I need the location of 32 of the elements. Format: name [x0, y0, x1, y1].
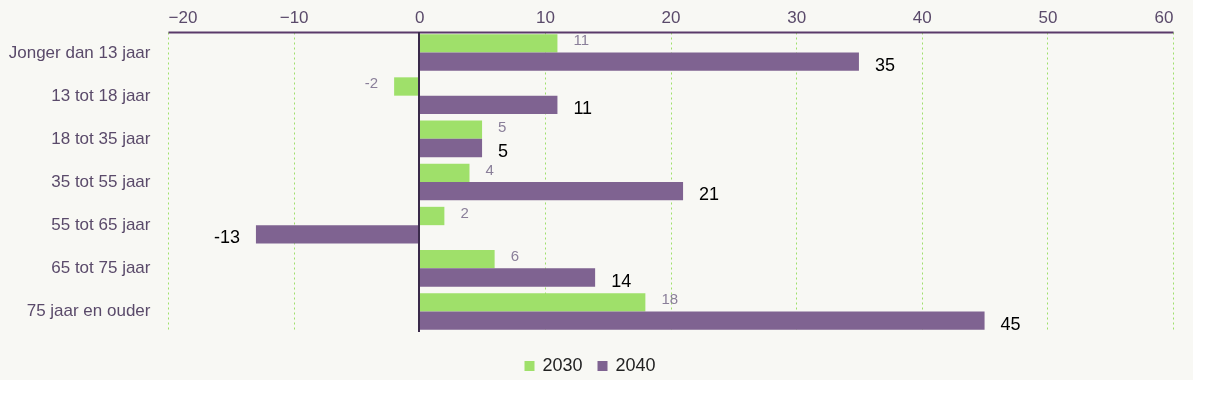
y-tick-label: 55 tot 65 jaar: [51, 215, 151, 235]
y-tick-label: 35 tot 55 jaar: [51, 172, 151, 191]
data-label: -13: [213, 227, 240, 248]
data-label: 4: [485, 160, 494, 178]
data-label: 21: [699, 184, 720, 205]
x-tick-label: −10: [279, 7, 309, 27]
x-tick-label: 10: [535, 7, 555, 27]
data-label: 14: [611, 270, 632, 291]
data-label: 11: [573, 31, 590, 49]
y-tick-label: Jonger dan 13 jaar: [8, 42, 151, 62]
data-label: 5: [498, 141, 509, 162]
data-label: 18: [661, 290, 679, 308]
x-tick-label: 0: [415, 7, 425, 27]
data-label: 6: [510, 247, 519, 265]
y-tick-label: 65 tot 75 jaar: [51, 258, 151, 278]
data-label: -2: [364, 74, 379, 92]
data-label: 2: [460, 203, 469, 221]
x-tick-label: 50: [1038, 7, 1058, 27]
x-tick-label: 30: [787, 7, 807, 27]
legend-label: 2040: [615, 355, 656, 375]
legend-label: 2030: [542, 355, 583, 375]
y-tick-label: 75 jaar en ouder: [26, 301, 151, 321]
x-tick-label: 20: [661, 7, 681, 27]
x-tick-label: −20: [168, 7, 198, 27]
data-label: 45: [1000, 313, 1021, 334]
x-tick-label: 60: [1154, 7, 1174, 27]
y-tick-label: 13 tot 18 jaar: [51, 85, 151, 105]
data-label: 5: [498, 117, 507, 135]
y-tick-label: 18 tot 35 jaar: [51, 128, 151, 148]
x-tick-label: 40: [912, 7, 932, 27]
data-label: 35: [874, 54, 895, 75]
data-label: 11: [573, 97, 593, 118]
